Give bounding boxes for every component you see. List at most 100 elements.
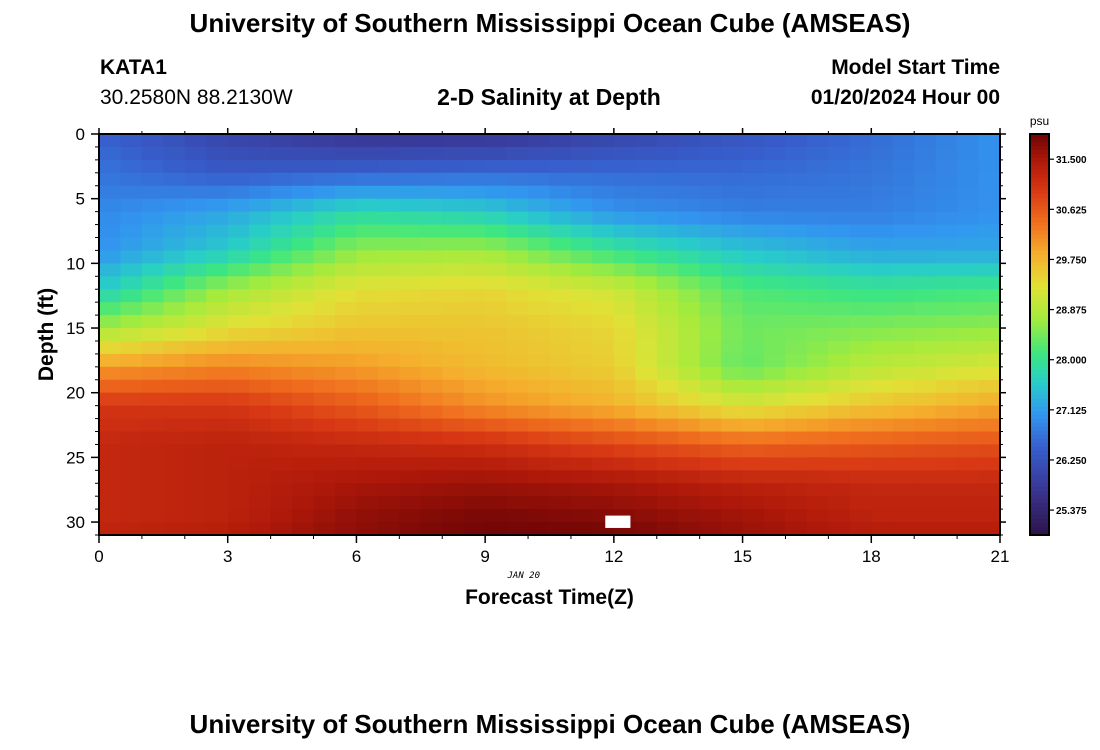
- heatmap-cell: [635, 496, 657, 510]
- heatmap-cell: [163, 444, 185, 458]
- heatmap-cell: [550, 509, 572, 523]
- heatmap-cell: [249, 406, 271, 420]
- heatmap-cell: [399, 237, 421, 251]
- x-tick-label: 12: [604, 547, 623, 566]
- heatmap-cell: [228, 341, 250, 355]
- heatmap-cell: [828, 225, 850, 239]
- heatmap-cell: [571, 134, 593, 148]
- heatmap-cell: [678, 522, 700, 536]
- heatmap-cell: [850, 212, 872, 226]
- heatmap-cell: [163, 393, 185, 407]
- heatmap-cell: [185, 432, 207, 446]
- heatmap-cell: [592, 406, 614, 420]
- heatmap-cell: [378, 160, 400, 174]
- heatmap-cell: [464, 263, 486, 277]
- heatmap-cell: [271, 496, 293, 510]
- heatmap-cell: [785, 160, 807, 174]
- heatmap-cell: [249, 173, 271, 187]
- heatmap-cell: [785, 237, 807, 251]
- heatmap-cell: [271, 419, 293, 433]
- heatmap-cell: [421, 315, 443, 329]
- heatmap-cell: [142, 522, 164, 536]
- heatmap-cell: [335, 444, 357, 458]
- heatmap-cell: [356, 328, 378, 342]
- heatmap-cell: [378, 432, 400, 446]
- heatmap-cell: [464, 250, 486, 264]
- heatmap-cell: [485, 173, 507, 187]
- heatmap-cell: [614, 406, 636, 420]
- heatmap-cell: [721, 328, 743, 342]
- heatmap-cell: [99, 147, 121, 161]
- heatmap-cell: [485, 263, 507, 277]
- heatmap-cell: [507, 393, 529, 407]
- heatmap-cell: [120, 237, 142, 251]
- heatmap-cell: [206, 393, 228, 407]
- heatmap-cell: [850, 147, 872, 161]
- colorbar-segment: [1030, 298, 1049, 303]
- heatmap-cell: [464, 341, 486, 355]
- heatmap-cell: [249, 160, 271, 174]
- heatmap-cell: [678, 160, 700, 174]
- heatmap-cell: [185, 522, 207, 536]
- heatmap-cell: [292, 225, 314, 239]
- heatmap-cell: [957, 522, 979, 536]
- heatmap-cell: [700, 432, 722, 446]
- heatmap-cell: [314, 263, 336, 277]
- heatmap-cell: [850, 134, 872, 148]
- heatmap-cell: [592, 367, 614, 381]
- heatmap-cell: [421, 380, 443, 394]
- heatmap-cell: [185, 341, 207, 355]
- heatmap-cell: [356, 276, 378, 290]
- heatmap-cell: [142, 354, 164, 368]
- colorbar-segment: [1030, 266, 1049, 271]
- colorbar-segment: [1030, 403, 1049, 408]
- heatmap-cell: [635, 406, 657, 420]
- heatmap-cell: [571, 315, 593, 329]
- heatmap-cell: [721, 225, 743, 239]
- heatmap-cell: [571, 147, 593, 161]
- heatmap-cell: [507, 406, 529, 420]
- heatmap-cell: [356, 393, 378, 407]
- heatmap-cell: [528, 186, 550, 200]
- heatmap-cell: [936, 432, 958, 446]
- heatmap-cell: [249, 212, 271, 226]
- heatmap-cell: [399, 341, 421, 355]
- heatmap-cell: [442, 134, 464, 148]
- heatmap-cell: [399, 483, 421, 497]
- heatmap-cell: [228, 237, 250, 251]
- heatmap-cell: [314, 483, 336, 497]
- heatmap-cell: [957, 470, 979, 484]
- heatmap-cell: [528, 225, 550, 239]
- heatmap-cell: [700, 225, 722, 239]
- heatmap-cell: [571, 341, 593, 355]
- heatmap-cell: [356, 173, 378, 187]
- heatmap-cell: [936, 225, 958, 239]
- heatmap-cell: [592, 444, 614, 458]
- heatmap-cell: [163, 199, 185, 213]
- heatmap-cell: [936, 263, 958, 277]
- heatmap-cell: [893, 406, 915, 420]
- heatmap-cell: [228, 380, 250, 394]
- heatmap-cell: [678, 496, 700, 510]
- heatmap-cell: [979, 457, 1001, 471]
- heatmap-cell: [163, 483, 185, 497]
- heatmap-cell: [314, 225, 336, 239]
- heatmap-cell: [828, 276, 850, 290]
- heatmap-cell: [399, 147, 421, 161]
- heatmap-cell: [721, 444, 743, 458]
- heatmap-cell: [914, 457, 936, 471]
- heatmap-cell: [721, 160, 743, 174]
- heatmap-cell: [678, 250, 700, 264]
- heatmap-cell: [528, 444, 550, 458]
- heatmap-cell: [571, 522, 593, 536]
- heatmap-cell: [356, 457, 378, 471]
- heatmap-cell: [528, 160, 550, 174]
- heatmap-cell: [249, 367, 271, 381]
- colorbar-segment: [1030, 174, 1049, 179]
- heatmap-cell: [485, 289, 507, 303]
- heatmap-cell: [914, 341, 936, 355]
- heatmap-cell: [743, 263, 765, 277]
- colorbar-segment: [1030, 491, 1049, 496]
- heatmap-cell: [249, 341, 271, 355]
- heatmap-cell: [979, 250, 1001, 264]
